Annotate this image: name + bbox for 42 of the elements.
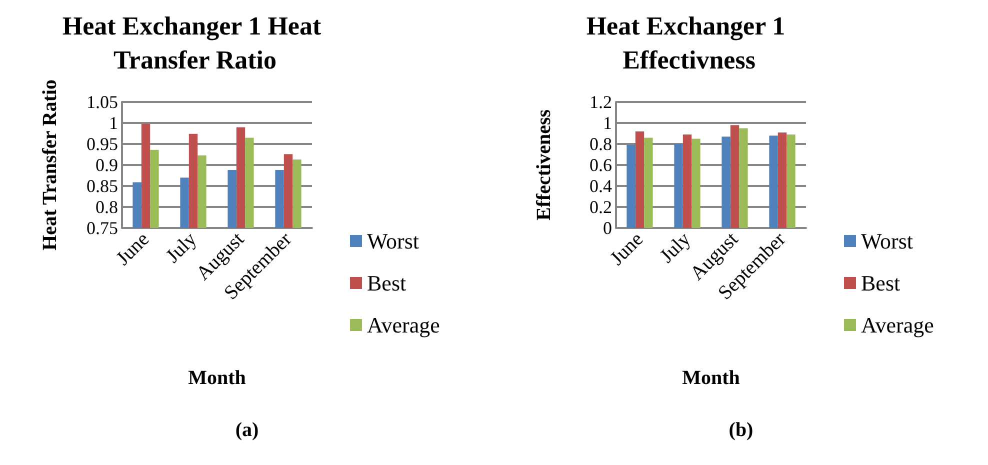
bar xyxy=(730,125,740,228)
bar xyxy=(682,134,692,228)
y-tick-label: 0.9 xyxy=(96,155,118,175)
y-tick-label: 0 xyxy=(603,218,612,238)
y-tick-label: 0.4 xyxy=(590,176,612,196)
y-axis-title: Effectiveness xyxy=(533,109,555,221)
text: (b) xyxy=(728,419,754,441)
chart-title: Heat Exchanger 1 Heat Transfer Ratio xyxy=(62,12,328,74)
y-tick-label: 1 xyxy=(109,113,118,133)
bar xyxy=(626,145,636,228)
y-tick-label: 0.75 xyxy=(86,218,118,238)
x-axis-title: Month xyxy=(682,367,740,389)
y-axis-title: Heat Transfer Ratio xyxy=(39,79,61,251)
bar xyxy=(722,136,730,228)
bar xyxy=(786,134,796,228)
x-tick-label: July xyxy=(656,228,696,268)
y-tick-label: 0.8 xyxy=(590,134,612,154)
legend-label: Worst xyxy=(861,228,914,254)
legend-label: Average xyxy=(367,312,440,338)
text: (a) xyxy=(235,419,259,441)
y-tick-label: 1 xyxy=(603,113,612,133)
bar xyxy=(778,132,787,228)
y-tick-label: 1.2 xyxy=(590,92,612,112)
y-tick-label: 0.8 xyxy=(96,197,118,217)
y-tick-label: 0.85 xyxy=(86,176,118,196)
bar xyxy=(739,128,748,228)
legend-label: Worst xyxy=(367,228,420,254)
x-axis-title: Month xyxy=(188,367,246,389)
legend-label: Average xyxy=(861,312,934,338)
legend-label: Best xyxy=(861,270,900,296)
bar xyxy=(674,144,683,228)
bar xyxy=(769,136,778,228)
y-tick-label: 0.6 xyxy=(590,155,612,175)
y-tick-label: 0.95 xyxy=(86,134,118,154)
bar xyxy=(692,138,700,228)
y-tick-label: 1.05 xyxy=(86,92,118,112)
legend-label: Best xyxy=(367,270,406,296)
x-tick-label: July xyxy=(162,228,202,268)
chart-title: Heat Exchanger 1 Effectivness xyxy=(586,12,792,74)
y-tick-label: 0.2 xyxy=(590,197,612,217)
bar xyxy=(635,131,644,228)
bar xyxy=(644,138,653,228)
